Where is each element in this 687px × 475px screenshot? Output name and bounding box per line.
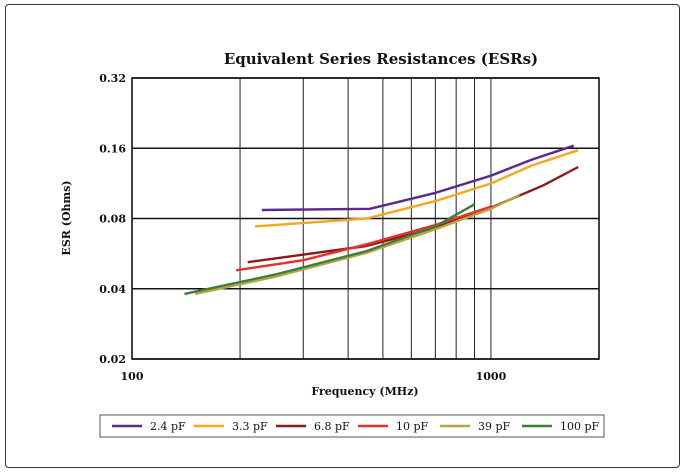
y-tick-label: 0.04 [99, 283, 126, 296]
legend-label: 39 pF [478, 420, 511, 433]
chart-title: Equivalent Series Resistances (ESRs) [224, 50, 538, 68]
series-line [194, 193, 520, 296]
y-tick-label: 0.16 [99, 142, 126, 155]
y-tick-label: 0.08 [99, 213, 126, 226]
x-axis-label: Frequency (MHz) [311, 385, 418, 398]
series-line [184, 203, 476, 296]
legend-label: 3.3 pF [232, 420, 268, 433]
y-tick-label: 0.32 [99, 72, 126, 85]
x-tick-label: 1000 [476, 370, 507, 383]
x-tick-label: 100 [121, 370, 144, 383]
series-lines [184, 144, 579, 296]
legend-label: 10 pF [396, 420, 429, 433]
y-tick-label: 0.02 [99, 353, 126, 366]
x-axis-ticks: 100 1000 [121, 370, 507, 383]
series-line [235, 205, 492, 272]
legend: 2.4 pF 3.3 pF 6.8 pF 10 pF 39 pF 100 pF [112, 420, 600, 433]
series-line [261, 144, 575, 212]
legend-label: 2.4 pF [150, 420, 186, 433]
legend-label: 6.8 pF [314, 420, 350, 433]
legend-label: 100 pF [560, 420, 600, 433]
y-axis-label: ESR (Ohms) [60, 180, 73, 255]
y-axis-ticks: 0.32 0.16 0.08 0.04 0.02 [99, 72, 126, 366]
series-line [254, 149, 579, 228]
legend-box [99, 414, 605, 438]
